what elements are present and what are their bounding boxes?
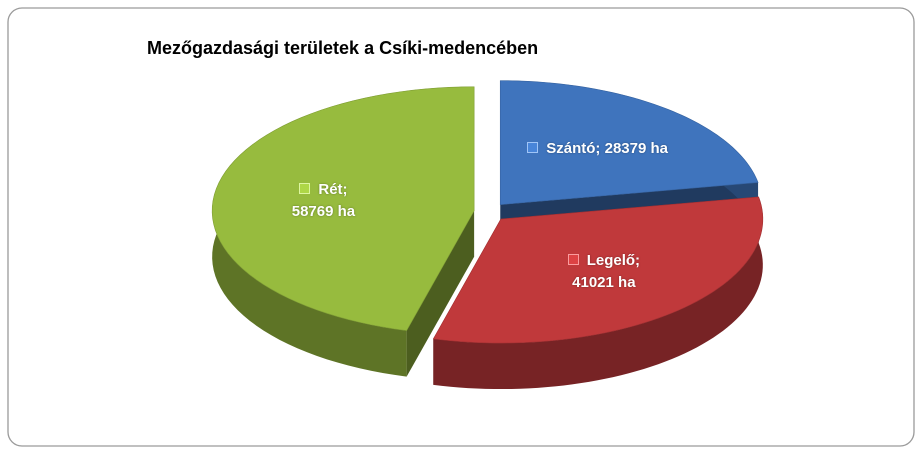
pie-tops — [211, 80, 764, 344]
legend-key — [527, 142, 539, 154]
data-label: Rét; 58769 ha — [278, 179, 368, 223]
data-label-text: Szántó; 28379 ha — [546, 140, 668, 158]
slice — [499, 80, 759, 205]
slice-side — [433, 196, 763, 390]
slice — [432, 196, 764, 344]
data-label: Szántó; 28379 ha — [503, 138, 693, 160]
data-label-text: Legelő; 41021 ha — [572, 251, 641, 291]
chart-title: Mezőgazdasági területek a Csíki-medencéb… — [147, 38, 538, 58]
slice-cut-face — [406, 210, 475, 377]
slice — [211, 86, 475, 331]
data-label: Legelő; 41021 ha — [549, 250, 659, 294]
data-label-text: Rét; 58769 ha — [291, 181, 356, 221]
legend-key — [299, 183, 311, 195]
legend-key — [567, 253, 579, 265]
